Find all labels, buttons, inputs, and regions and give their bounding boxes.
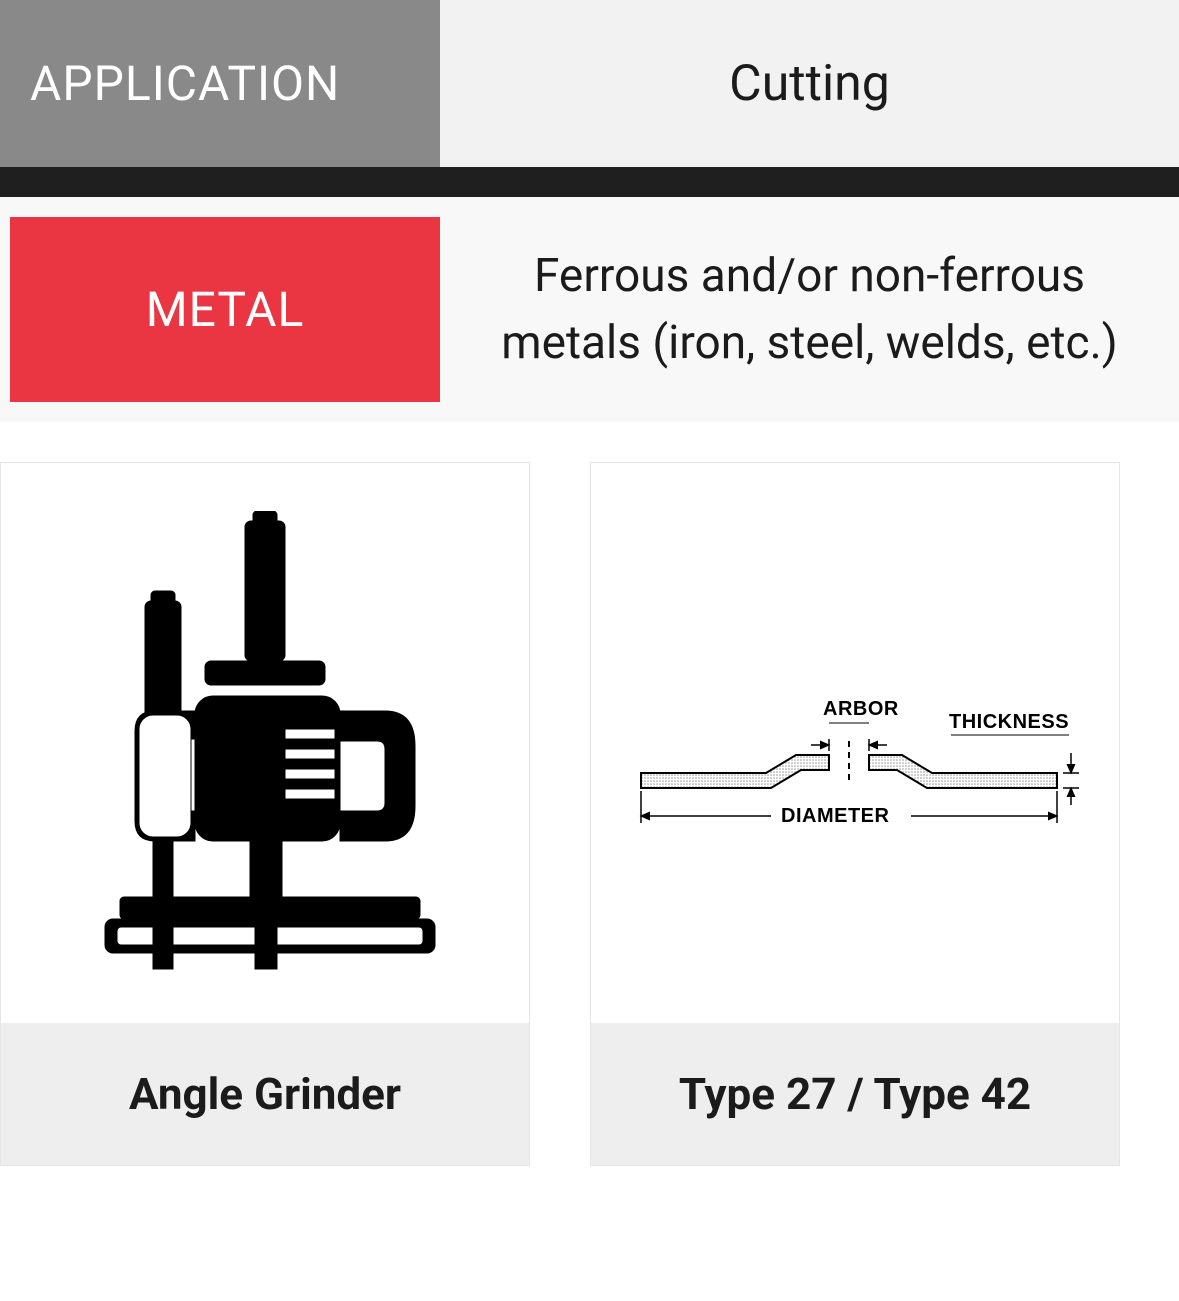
application-row: APPLICATION Cutting [0, 0, 1179, 167]
card-caption: Angle Grinder [1, 1023, 529, 1165]
cards-container: Angle Grinder ARBOR THICKNESS DIAMETER [0, 422, 1179, 1166]
metal-label: METAL [10, 217, 440, 402]
section-divider [0, 167, 1179, 197]
wheel-diagram: ARBOR THICKNESS DIAMETER [591, 463, 1119, 1023]
card-wheel-type: ARBOR THICKNESS DIAMETER [590, 462, 1120, 1166]
metal-value: Ferrous and/or non-ferrous metals (iron,… [440, 243, 1179, 376]
card-angle-grinder: Angle Grinder [0, 462, 530, 1166]
application-label: APPLICATION [0, 0, 440, 167]
angle-grinder-illustration [1, 463, 529, 1023]
card-caption: Type 27 / Type 42 [591, 1023, 1119, 1165]
metal-row: METAL Ferrous and/or non-ferrous metals … [0, 197, 1179, 422]
application-value: Cutting [440, 0, 1179, 167]
angle-grinder-icon [65, 511, 465, 975]
